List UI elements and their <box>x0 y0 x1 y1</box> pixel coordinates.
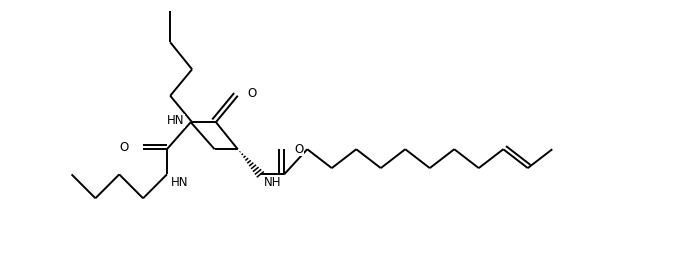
Text: O: O <box>294 143 304 156</box>
Text: O: O <box>248 87 257 100</box>
Text: NH: NH <box>264 176 281 189</box>
Text: HN: HN <box>171 176 188 189</box>
Text: O: O <box>119 141 128 154</box>
Text: HN: HN <box>167 115 184 127</box>
